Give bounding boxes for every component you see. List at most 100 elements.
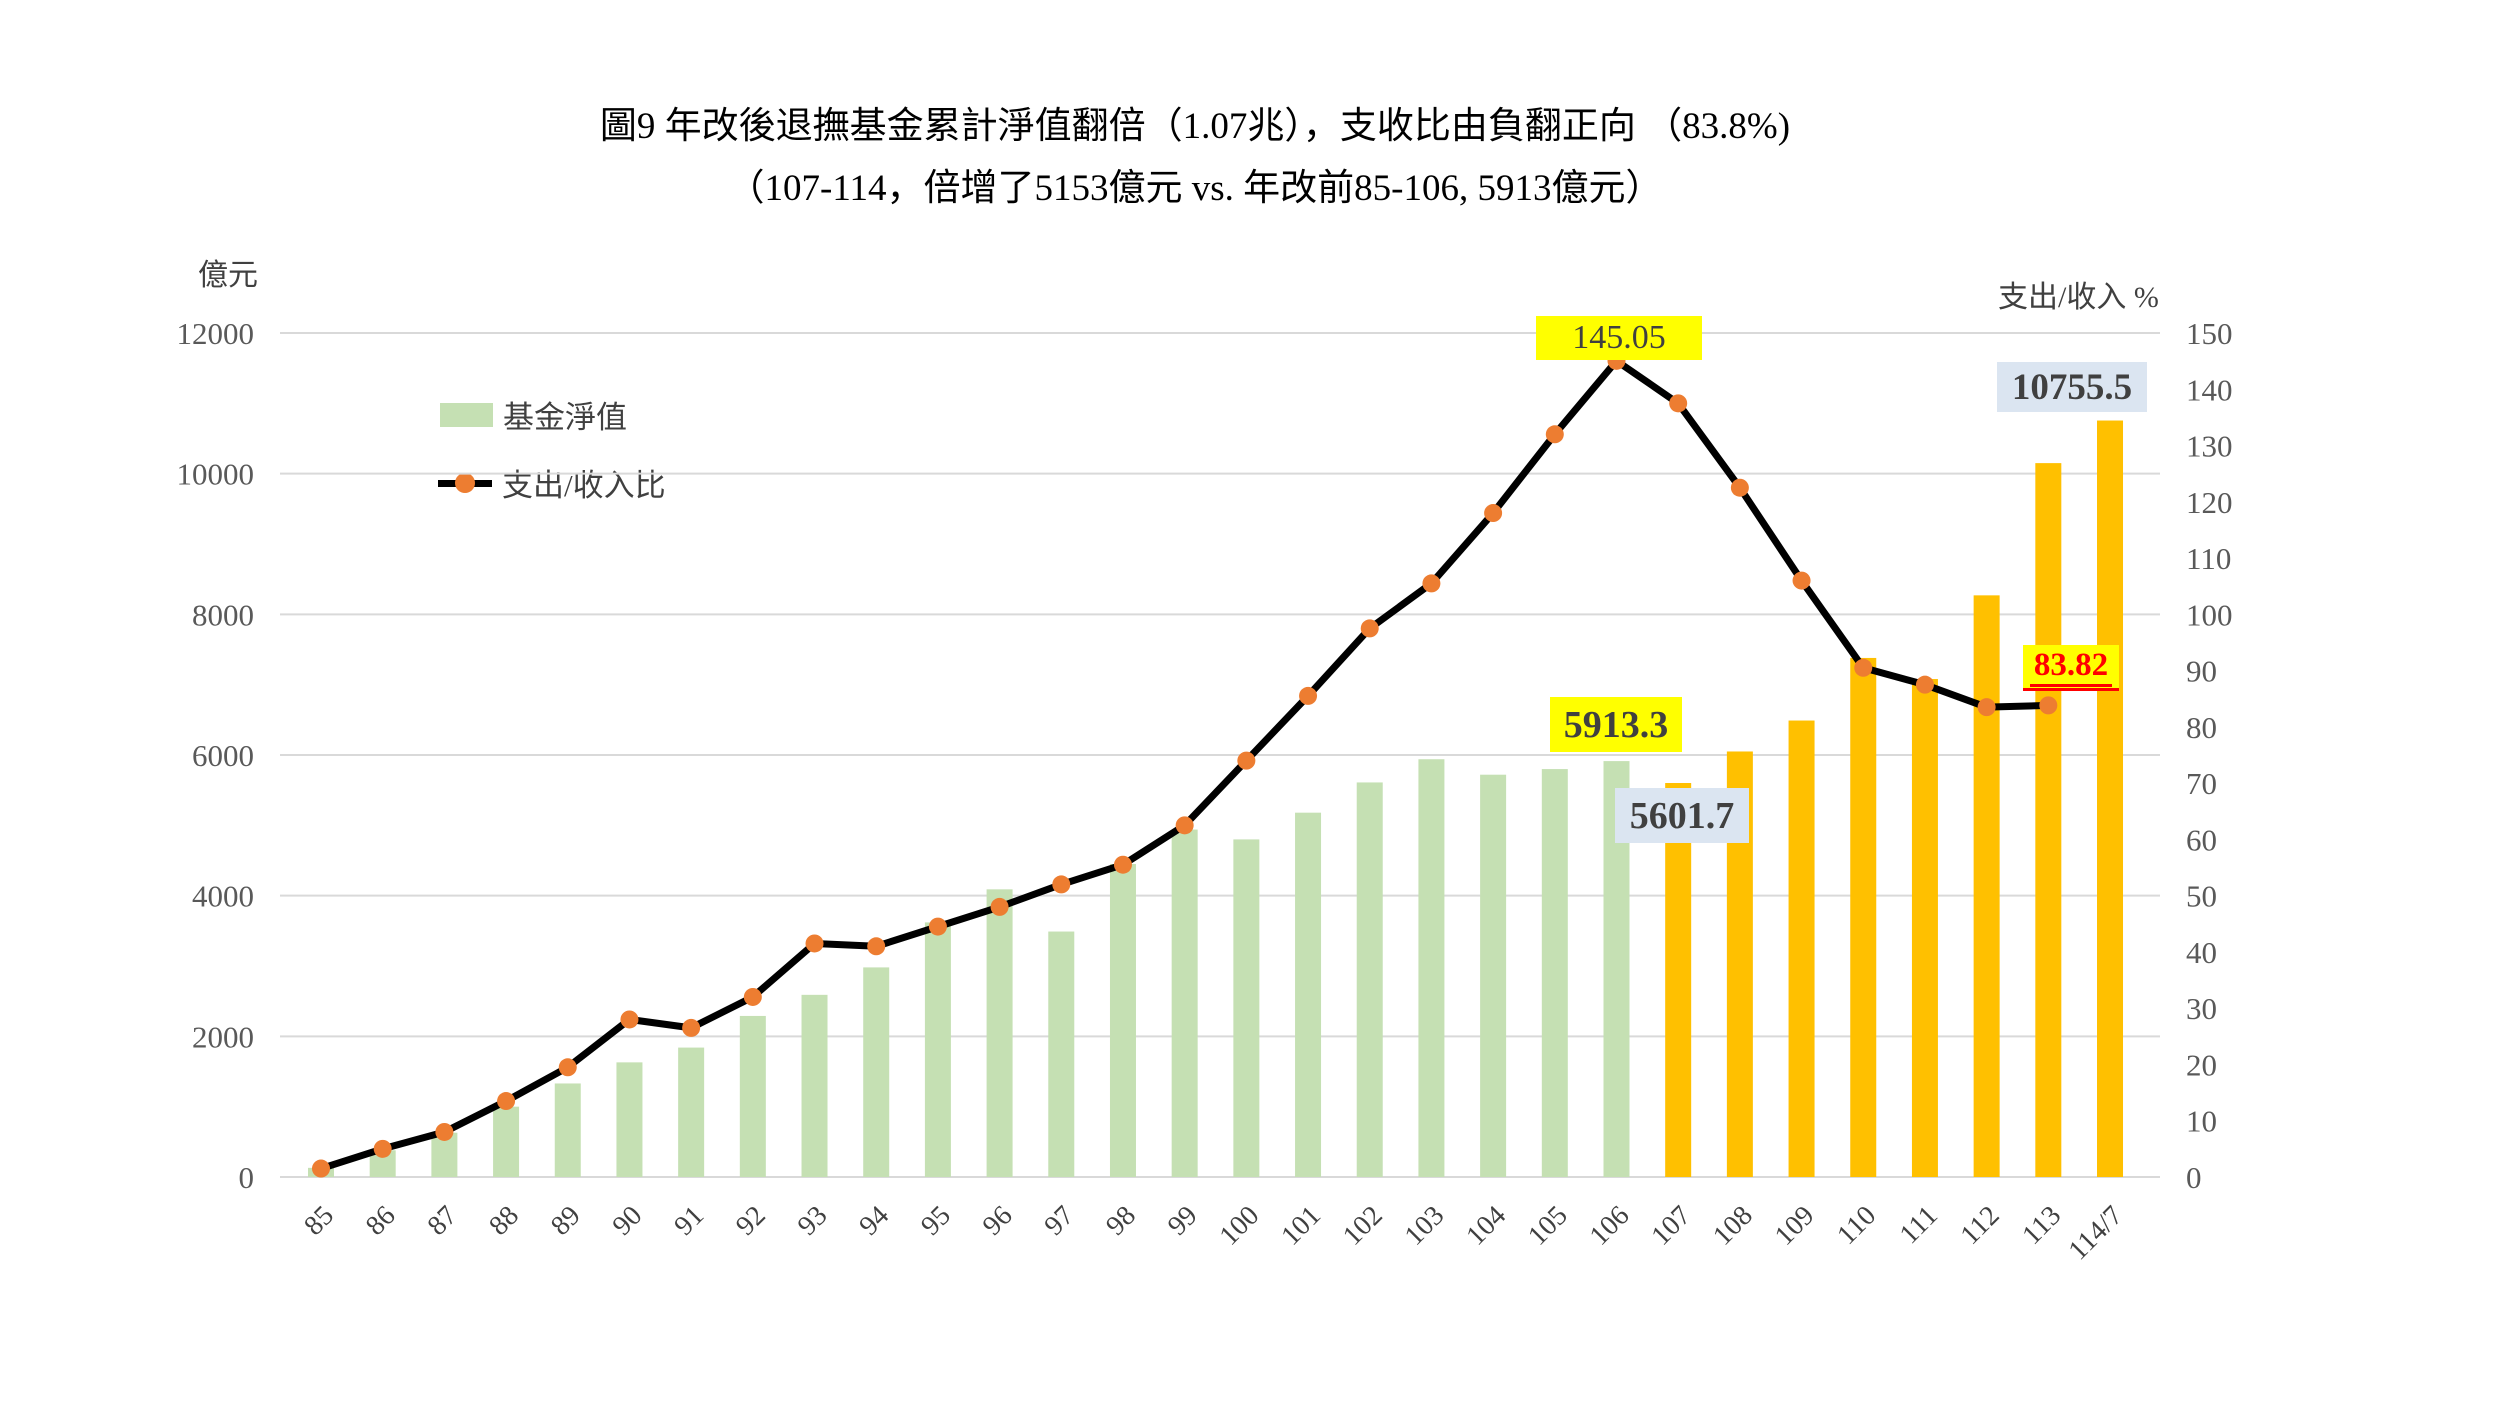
legend-item-fund-net-value: 基金淨值	[440, 392, 627, 437]
x-axis-tick-88: 88	[483, 1200, 525, 1242]
right-axis-tick-30: 30	[2186, 991, 2217, 1026]
ratio-marker-100	[1237, 751, 1256, 770]
x-axis-tick-95: 95	[915, 1200, 957, 1242]
right-axis-tick-60: 60	[2186, 822, 2217, 857]
left-axis-unit-label: 億元	[198, 259, 258, 292]
bar-111	[1911, 679, 1938, 1177]
bar-88	[493, 1106, 520, 1177]
right-axis-tick-110: 110	[2186, 541, 2231, 576]
annotation-latest-net: 10755.5	[1997, 362, 2147, 412]
ratio-marker-98	[1113, 855, 1132, 874]
x-axis-tick-97: 97	[1039, 1200, 1081, 1242]
ratio-marker-86	[373, 1139, 392, 1158]
ratio-marker-109	[1792, 571, 1811, 590]
bar-103	[1418, 759, 1445, 1177]
chart-title-line1: 圖9 年改後退撫基金累計淨值翻倍（1.07兆），支收比由負翻正向 （83.8%)	[599, 106, 1791, 147]
ratio-marker-91	[682, 1018, 701, 1037]
x-axis-tick-98: 98	[1100, 1200, 1142, 1242]
legend-line-swatch	[438, 471, 492, 495]
bar-95	[924, 922, 951, 1177]
ratio-marker-104	[1484, 504, 1503, 523]
annotation-latest-ratio: 83.82	[2023, 645, 2119, 691]
ratio-marker-92	[743, 987, 762, 1006]
ratio-marker-111	[1915, 675, 1934, 694]
left-axis-tick-6000: 6000	[192, 738, 254, 773]
right-axis-tick-90: 90	[2186, 654, 2217, 689]
x-axis-tick-107: 107	[1646, 1200, 1698, 1252]
bar-100	[1233, 839, 1260, 1177]
x-axis-tick-99: 99	[1162, 1200, 1204, 1242]
ratio-marker-94	[867, 937, 886, 956]
ratio-marker-87	[435, 1122, 454, 1141]
x-axis-tick-105: 105	[1522, 1200, 1574, 1252]
bar-114/7	[2097, 420, 2124, 1177]
ratio-marker-95	[928, 917, 947, 936]
ratio-marker-108	[1730, 478, 1749, 497]
right-axis-tick-70: 70	[2186, 766, 2217, 801]
x-axis-tick-101: 101	[1275, 1200, 1327, 1252]
ratio-marker-99	[1175, 816, 1194, 835]
bar-110	[1850, 657, 1877, 1177]
right-axis-tick-100: 100	[2186, 597, 2233, 632]
ratio-marker-112	[1977, 698, 1996, 717]
x-axis-tick-92: 92	[730, 1200, 772, 1242]
x-axis-tick-89: 89	[545, 1200, 587, 1242]
x-axis-tick-106: 106	[1584, 1200, 1636, 1252]
bar-91	[678, 1047, 705, 1177]
x-axis-tick-86: 86	[360, 1200, 402, 1242]
x-axis-tick-104: 104	[1460, 1200, 1512, 1252]
bar-102	[1356, 782, 1383, 1177]
bar-113	[2035, 463, 2062, 1177]
x-axis-tick-90: 90	[607, 1200, 649, 1242]
annotation-latest-net-value: 10755.5	[2011, 366, 2133, 408]
right-axis-tick-10: 10	[2186, 1104, 2217, 1139]
x-axis-tick-91: 91	[668, 1200, 710, 1242]
right-axis-unit-label: 支出/收入 %	[1998, 281, 2159, 314]
x-axis-tick-113: 113	[2016, 1200, 2067, 1251]
right-axis-tick-50: 50	[2186, 879, 2217, 914]
x-axis-tick-96: 96	[977, 1200, 1019, 1242]
bar-101	[1295, 812, 1322, 1177]
bar-94	[863, 967, 890, 1177]
annotation-net-106: 5913.3	[1550, 697, 1682, 752]
x-axis-tick-85: 85	[298, 1200, 340, 1242]
bar-104	[1480, 774, 1507, 1177]
ratio-marker-93	[805, 934, 824, 953]
bar-89	[554, 1083, 581, 1177]
bar-98	[1109, 864, 1136, 1177]
bar-90	[616, 1062, 643, 1177]
x-axis-tick-112: 112	[1955, 1200, 2006, 1251]
left-axis-tick-10000: 10000	[177, 457, 255, 492]
ratio-marker-96	[990, 897, 1009, 916]
right-axis-tick-150: 150	[2186, 316, 2233, 351]
annotation-net-106-value: 5913.3	[1563, 703, 1669, 746]
ratio-marker-102	[1360, 619, 1379, 638]
ratio-marker-113	[2039, 696, 2058, 715]
ratio-marker-107	[1669, 394, 1688, 413]
x-axis-tick-114/7: 114/7	[2063, 1200, 2129, 1266]
chart-title-line2: （107-114，倍增了5153億元 vs. 年改前85-106, 5913億元…	[727, 168, 1663, 209]
legend-bar-label: 基金淨值	[503, 400, 627, 435]
x-axis-tick-109: 109	[1769, 1200, 1821, 1252]
right-axis-tick-80: 80	[2186, 710, 2217, 745]
bar-92	[739, 1015, 766, 1177]
x-axis-tick-93: 93	[792, 1200, 834, 1242]
right-axis-tick-20: 20	[2186, 1047, 2217, 1082]
x-axis-tick-102: 102	[1337, 1200, 1389, 1252]
x-axis-tick-94: 94	[853, 1200, 895, 1242]
right-axis-tick-0: 0	[2186, 1160, 2202, 1195]
legend-bar-swatch	[440, 402, 493, 427]
x-axis-tick-100: 100	[1214, 1200, 1266, 1252]
annotation-peak-ratio-value: 145.05	[1572, 319, 1666, 356]
ratio-marker-88	[497, 1092, 516, 1111]
chart-title: 圖9 年改後退撫基金累計淨值翻倍（1.07兆），支收比由負翻正向 （83.8%)…	[0, 96, 2390, 220]
annotation-latest-ratio-value: 83.82	[2029, 647, 2113, 687]
ratio-marker-101	[1299, 686, 1318, 705]
bar-97	[1048, 931, 1075, 1177]
bar-112	[1973, 595, 2000, 1177]
left-axis-tick-12000: 12000	[177, 316, 255, 351]
ratio-marker-103	[1422, 574, 1441, 593]
right-axis-tick-40: 40	[2186, 935, 2217, 970]
